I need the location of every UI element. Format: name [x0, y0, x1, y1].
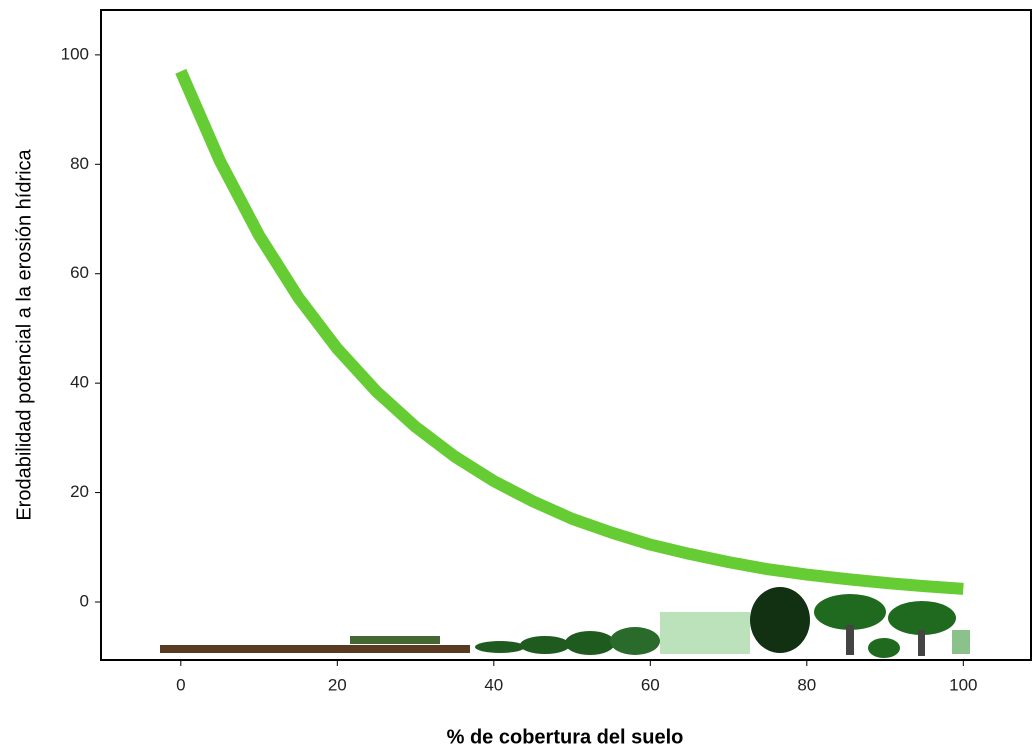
trunk [846, 625, 854, 655]
y-tick-label: 40 [70, 373, 89, 392]
y-axis-title: Erodabilidad potencial a la erosión hídr… [13, 148, 35, 520]
x-axis-title: % de cobertura del suelo [447, 726, 684, 747]
shrub [565, 631, 615, 655]
y-tick-label: 0 [80, 591, 89, 610]
grass [660, 612, 750, 654]
y-tick-label: 20 [70, 482, 89, 501]
x-tick-label: 60 [641, 675, 660, 694]
tree [814, 594, 886, 630]
x-tick-label: 40 [484, 675, 503, 694]
x-tick-label: 80 [797, 675, 816, 694]
data-line [181, 71, 964, 589]
x-tick-label: 0 [176, 675, 185, 694]
shrub [475, 641, 525, 653]
plot-frame [101, 10, 1031, 660]
trunk [918, 630, 925, 656]
y-tick-label: 80 [70, 154, 89, 173]
y-tick-label: 100 [61, 44, 89, 63]
grass [952, 630, 970, 654]
tree [750, 587, 810, 653]
tree [888, 601, 956, 635]
grass [350, 636, 440, 644]
chart: % de cobertura del suelo Erodabilidad po… [0, 0, 1033, 747]
y-tick-label: 60 [70, 263, 89, 282]
vegetation-illustration [160, 587, 970, 658]
soil [160, 645, 470, 653]
x-tick-label: 20 [328, 675, 347, 694]
shrub [868, 638, 900, 658]
shrub [610, 627, 660, 655]
x-tick-label: 100 [949, 675, 977, 694]
shrub [520, 636, 570, 654]
